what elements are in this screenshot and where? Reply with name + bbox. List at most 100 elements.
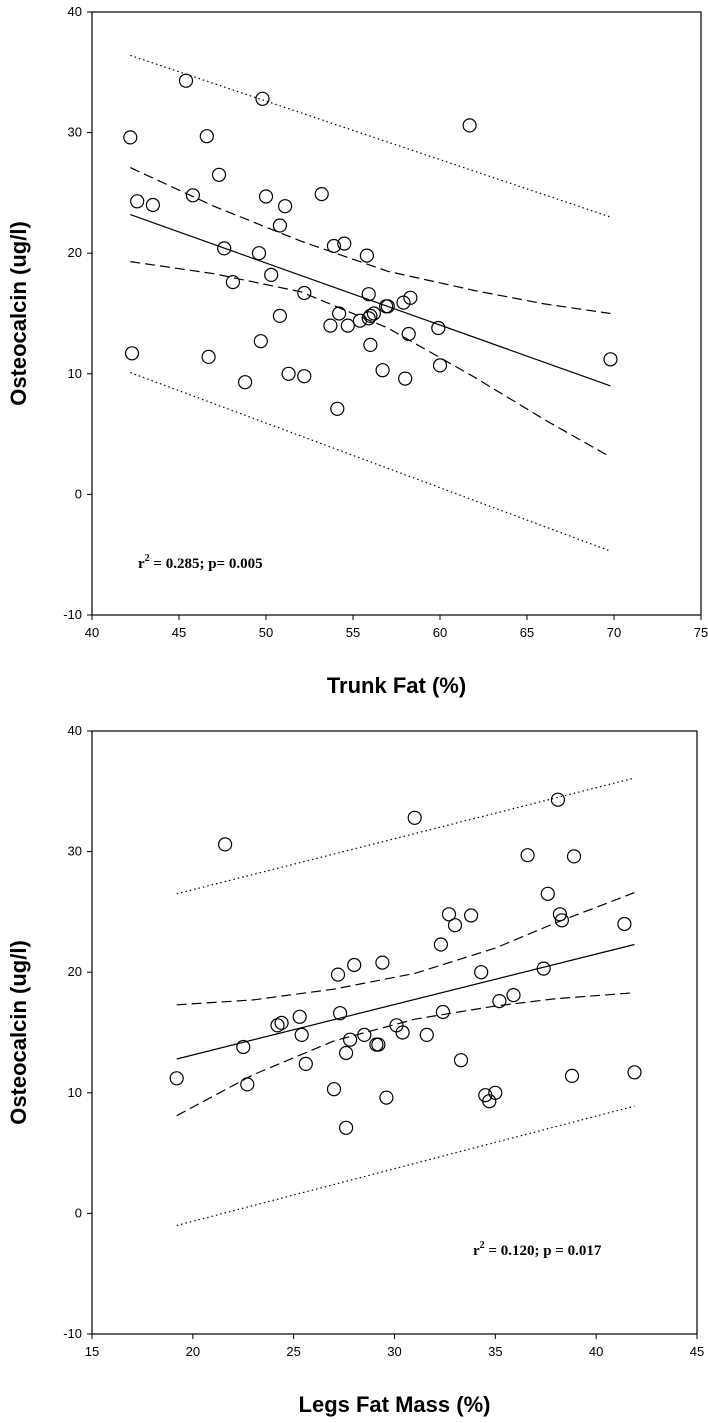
data-point [431,320,446,336]
prediction-band-upper [130,54,611,218]
y-tick-label: -10 [63,607,82,622]
data-point [339,1045,354,1061]
y-tick-label: 40 [68,723,82,738]
x-tick-label: 20 [186,1344,200,1359]
data-point [178,73,194,88]
x-tick-label: 75 [694,625,708,640]
data-point [333,1006,348,1021]
data-point [278,199,293,214]
data-point [380,299,395,314]
data-point [366,306,381,321]
data-point [218,837,233,852]
y-tick-label: 30 [68,125,82,140]
data-point [617,916,632,932]
data-point [337,236,352,251]
data-point [347,957,362,973]
data-point [123,130,138,145]
data-point [361,287,376,302]
x-tick-label: 45 [172,625,186,640]
x-tick-label: 40 [589,1344,603,1359]
x-tick-label: 30 [387,1344,401,1359]
data-point [326,238,341,254]
data-point [520,848,535,863]
data-point [255,91,270,106]
data-point [398,371,413,386]
data-point [343,1032,358,1047]
data-point [488,1085,503,1100]
data-point [403,290,418,305]
prediction-band-upper [176,777,635,895]
data-point [281,366,296,381]
data-point [474,965,489,980]
data-point [357,1027,372,1043]
data-point [297,369,312,384]
x-tick-label: 45 [690,1344,704,1359]
data-point [462,118,477,133]
data-point [236,1039,251,1055]
data-point [124,346,140,361]
data-point [363,337,378,352]
data-point [339,1120,354,1135]
y-axis-ticks: -10 0 10 20 30 40 [63,4,92,622]
data-point [251,246,267,261]
data-point [294,1027,309,1043]
data-point [540,886,555,901]
data-point [332,306,347,321]
stats-annotation: r2 = 0.285; p= 0.005 [138,553,263,572]
y-tick-label: 10 [68,1085,82,1100]
x-tick-label: 60 [433,625,447,640]
data-point [211,167,227,182]
y-tick-label: 20 [68,245,82,260]
data-point [272,308,287,323]
fit-curves [130,54,611,552]
x-tick-label: 35 [488,1344,502,1359]
data-point [447,918,463,933]
data-point [419,1027,434,1043]
y-tick-label: 0 [75,1205,82,1220]
y-axis-title: Osteocalcin (ug/l) [6,221,31,406]
data-point [314,187,329,202]
data-point [272,218,287,233]
x-tick-label: 40 [85,625,99,640]
y-tick-label: 20 [68,964,82,979]
y-axis-title: Osteocalcin (ug/l) [6,940,31,1125]
data-point [627,1065,642,1080]
x-axis-title: Trunk Fat (%) [327,673,466,698]
data-point [274,1015,289,1031]
data-point [375,363,390,378]
legs-fat-mass-panel: 15 20 25 30 35 40 45 -10 0 10 20 30 40 r2 = 0.120; … [6,723,704,1417]
data-point [464,908,479,923]
data-point [330,967,346,982]
data-point [258,189,274,204]
data-point [201,349,216,364]
data-point [603,352,618,367]
data-point [441,907,457,922]
y-tick-label: 10 [68,366,82,381]
stats-annotation: r2 = 0.120; p = 0.017 [473,1240,602,1259]
data-point [340,318,355,333]
data-point [297,285,312,301]
data-point [506,987,521,1003]
data-point [371,1037,386,1052]
data-point [240,1077,255,1092]
x-axis-ticks: 40 45 50 55 60 65 70 75 [85,615,708,640]
x-tick-label: 55 [346,625,360,640]
y-tick-label: 40 [68,4,82,19]
confidence-band-upper [176,892,635,1006]
x-tick-label: 50 [259,625,273,640]
prediction-band-lower [130,372,611,552]
data-point [352,313,368,328]
x-tick-label: 15 [85,1344,99,1359]
data-point [217,241,232,256]
data-point [253,334,268,349]
data-point [323,318,338,333]
data-point [363,308,378,323]
y-tick-label: 0 [75,486,82,501]
x-axis-ticks: 15 20 25 30 35 40 45 [85,1334,704,1359]
x-tick-label: 65 [520,625,534,640]
data-point [270,1018,285,1033]
data-point [550,792,566,807]
data-point [432,358,448,373]
data-point [238,375,253,390]
plot-frame [91,730,698,1335]
